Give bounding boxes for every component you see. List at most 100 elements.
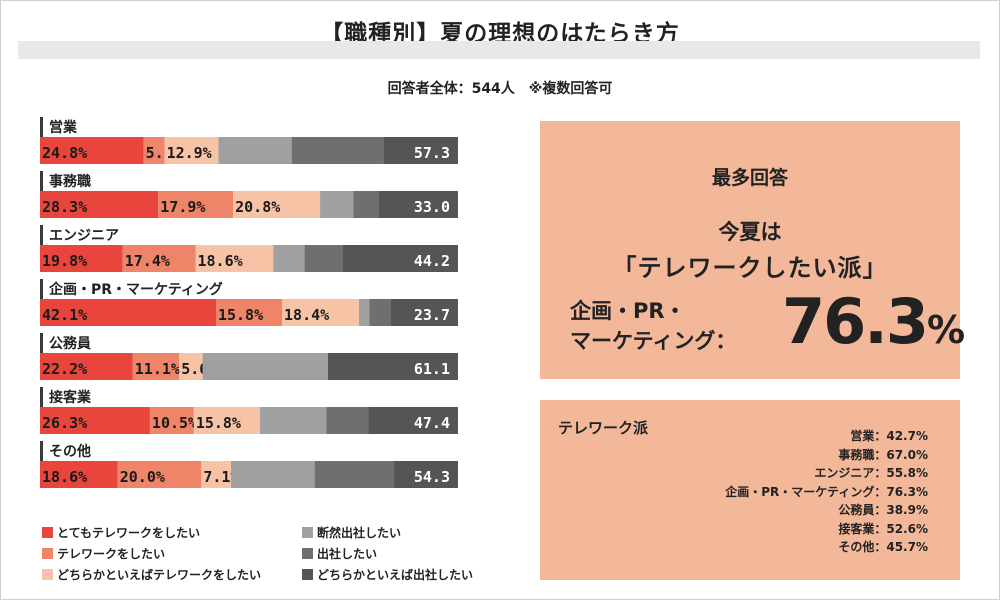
highlight-value: 76.3% [782,287,965,365]
bar-segment [143,137,165,164]
bar-segment [326,407,369,434]
segment-value-label: 11.1% [135,360,180,378]
legend-item: 出社したい [302,546,377,562]
office-total-label: 23.7 [414,306,450,324]
bar-segment [342,245,458,272]
legend-label: どちらかといえば出社したい [317,568,474,582]
bar-segment [215,299,283,326]
segment-value-label: 26.3% [42,414,87,432]
legend-item: とてもテレワークをしたい [42,525,200,541]
summary-label: 接客業 [838,521,875,536]
legend-swatch [42,527,53,538]
bar-segment [282,299,359,326]
segment-value-label: 22.2% [42,360,87,378]
category-label: 企画・PR・マーケティング [48,281,223,298]
legend-swatch [302,548,313,559]
category-label: 事務職 [49,173,91,190]
bar-segment [132,353,180,380]
office-total-label: 47.4 [414,414,450,432]
bar-segment [369,299,391,326]
bar-segment [179,353,203,380]
bar-segment [40,245,123,272]
bar-segment [314,461,395,488]
summary-row: 公務員：38.9% [838,503,928,517]
summary-row: 営業：42.7% [850,429,928,443]
segment-value-label: 18.6% [197,252,242,270]
summary-label: 公務員 [838,503,875,517]
legend-label: 出社したい [317,547,378,561]
segment-value-label: 24.8% [42,144,87,162]
bar-segment [273,245,305,272]
legend-label: とてもテレワークをしたい [57,526,201,540]
bar-segment [328,353,458,380]
legend: とてもテレワークをしたい テレワークをしたい どちらかといえばテレワークをしたい… [42,525,522,591]
highlight-unit: % [926,308,966,352]
highlight-number: 76.3 [782,285,929,358]
office-total-label: 61.1 [414,360,450,378]
summary-label: 営業 [850,429,875,443]
legend-swatch [302,569,313,580]
category-label: エンジニア [49,228,119,244]
office-total-label: 57.3 [414,144,450,162]
telework-summary-heading: テレワーク派 [558,419,649,437]
segment-value-label: 10.5% [152,414,197,432]
chart-subtitle: 回答者全体：544人 ※複数回答可 [387,81,613,97]
highlight-category-line1: 企画・PR・ [570,299,686,323]
segment-value-label: 19.8% [42,252,87,270]
bar-segment [383,137,458,164]
bar-segment [164,137,219,164]
legend-label: 断然出社したい [317,526,402,540]
bar-segment [353,191,379,218]
bar-segment [201,461,232,488]
summary-label: 企画・PR・マーケティング [725,484,875,499]
telework-summary-list: 営業：42.7% 事務職：67.0% エンジニア：55.8% 企画・PR・マーケ… [588,427,928,557]
bar-segment [158,191,234,218]
summary-row: 企画・PR・マーケティング：76.3% [725,484,928,499]
segment-value-label: 7.1% [203,468,239,486]
bar-segment [40,299,216,326]
highlight-line1: 今夏は [718,220,782,244]
segment-value-label: 17.4% [125,252,170,270]
category-label: 公務員 [49,335,91,352]
bar-segment [40,461,118,488]
bar-segment [218,137,292,164]
bar-segment [122,245,196,272]
summary-value: 42.7% [886,429,928,443]
segment-value-label: 18.6% [42,468,87,486]
category-label: 営業 [49,119,78,136]
category-label: その他 [49,443,91,460]
bar-segment [40,191,159,218]
bar-segment [40,137,144,164]
segment-value-label: 17.9% [160,198,205,216]
legend-swatch [42,569,53,580]
segment-value-label: 20.8% [235,198,280,216]
bar-segment [231,461,315,488]
highlight-category-line2: マーケティング： [570,329,737,353]
summary-row: 事務職：67.0% [838,447,928,462]
summary-row: 接客業：52.6% [838,521,928,536]
summary-value: 52.6% [886,521,928,536]
summary-label: エンジニア [814,466,875,480]
summary-row: その他：45.7% [838,540,928,554]
bar-segment [233,191,321,218]
bar-segment [320,191,354,218]
segment-value-label: 42.1% [42,306,87,324]
bar-segment [193,407,260,434]
segment-value-label: 15.8% [196,414,241,432]
legend-label: テレワークをしたい [57,547,166,561]
summary-value: 76.3% [886,484,928,499]
legend-item: テレワークをしたい [42,546,165,562]
highlight-category: 企画・PR・ マーケティング： [570,296,800,356]
summary-row: エンジニア：55.8% [814,466,928,480]
bar-segment [390,299,458,326]
summary-value: 67.0% [886,447,928,462]
legend-item: 断然出社したい [302,525,401,541]
legend-swatch [42,548,53,559]
bar-segment [368,407,458,434]
segment-value-label: 15.8% [218,306,263,324]
legend-swatch [302,527,313,538]
bar-segment [259,407,327,434]
summary-label: その他 [838,540,875,554]
bar-segment [291,137,384,164]
